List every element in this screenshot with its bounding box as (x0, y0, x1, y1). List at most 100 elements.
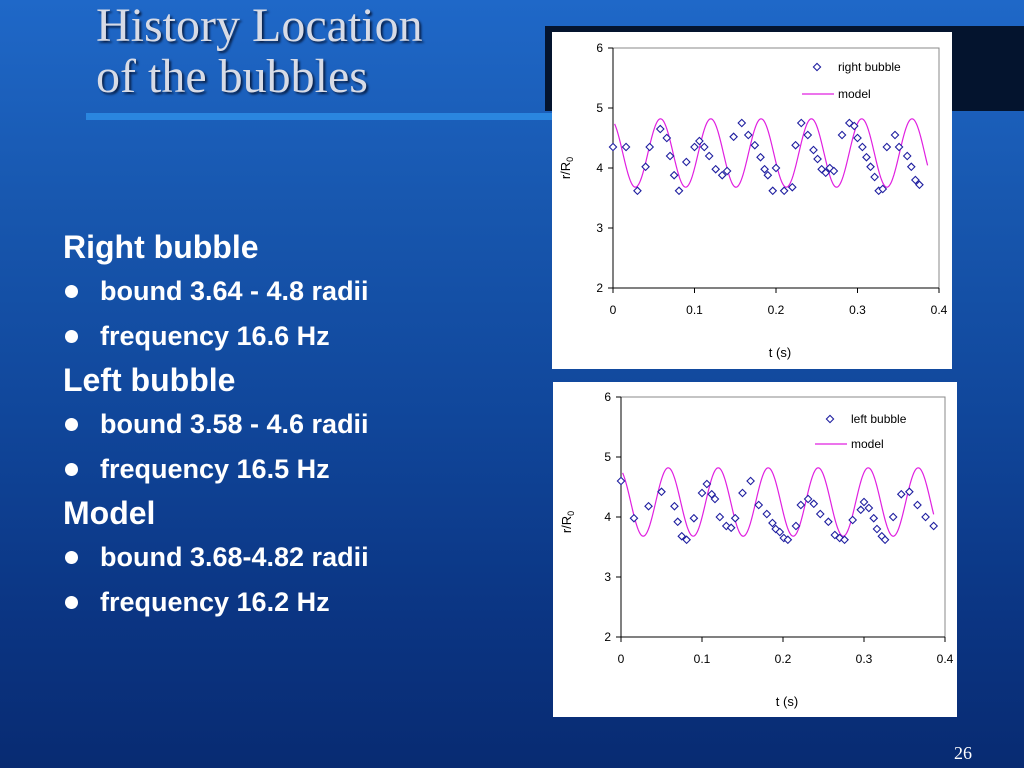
data-point (906, 162, 916, 172)
legend-marker-icon (812, 62, 822, 72)
y-tick-label: 6 (604, 390, 611, 404)
data-point (677, 531, 687, 541)
data-point (815, 509, 825, 519)
data-point (864, 503, 874, 513)
slide-title: History Location of the bubbles (96, 0, 556, 102)
y-axis-label-main: r/R (558, 162, 573, 179)
bullet-group-right-bubble: Right bubble bound 3.64 - 4.8 radii freq… (63, 226, 533, 359)
data-point (699, 142, 709, 152)
data-point (830, 530, 840, 540)
data-point (665, 151, 675, 161)
data-point (655, 124, 665, 134)
title-underline (86, 113, 556, 120)
data-point (670, 501, 679, 511)
bullet-item: bound 3.58 - 4.6 radii (63, 402, 533, 447)
x-tick-label: 0.3 (856, 652, 873, 666)
data-point (888, 512, 898, 522)
bullet-list: Right bubble bound 3.64 - 4.8 radii freq… (63, 226, 533, 625)
data-point (711, 164, 721, 174)
data-point (904, 487, 914, 497)
x-tick-label: 0.4 (931, 303, 948, 317)
data-point (768, 186, 778, 196)
y-tick-label: 5 (596, 101, 603, 115)
data-point (821, 168, 831, 178)
data-point (894, 142, 904, 152)
y-tick-label: 2 (604, 630, 611, 644)
data-point (704, 151, 714, 161)
bullet-dot-icon (65, 596, 78, 609)
x-tick-label: 0.1 (694, 652, 711, 666)
data-point (929, 521, 939, 531)
data-point (722, 166, 732, 176)
x-tick-label: 0.2 (775, 652, 792, 666)
data-point (840, 535, 849, 545)
data-point (726, 523, 736, 533)
data-point (669, 170, 679, 180)
data-point (910, 175, 920, 185)
data-point (825, 163, 835, 173)
x-tick-label: 0.4 (937, 652, 954, 666)
data-point (858, 142, 867, 152)
data-point (717, 170, 727, 180)
bullet-text: bound 3.58 - 4.6 radii (100, 409, 369, 439)
legend-label: model (851, 437, 884, 451)
legend-marker-icon (825, 414, 835, 424)
data-point (697, 488, 707, 498)
data-point (803, 130, 813, 140)
bullet-text: bound 3.68-4.82 radii (100, 542, 369, 572)
data-point (844, 118, 854, 128)
data-point (890, 130, 900, 140)
bullet-item: frequency 16.5 Hz (63, 447, 533, 492)
data-point (787, 182, 797, 192)
data-point (866, 162, 875, 172)
data-point (737, 118, 747, 128)
x-tick-label: 0.1 (686, 303, 703, 317)
legend-label: left bubble (851, 412, 907, 426)
y-tick-label: 3 (596, 221, 603, 235)
bullet-heading: Left bubble (63, 362, 236, 398)
model-series-line (614, 118, 929, 188)
bullet-group-model: Model bound 3.68-4.82 radii frequency 16… (63, 492, 533, 625)
y-tick-label: 4 (596, 161, 603, 175)
data-point (644, 501, 653, 511)
slide-title-line-2: of the bubbles (96, 50, 368, 103)
data-point (768, 518, 777, 528)
bullet-text: frequency 16.6 Hz (100, 321, 330, 351)
data-point (791, 140, 800, 150)
bullet-item: bound 3.64 - 4.8 radii (63, 269, 533, 314)
data-point (674, 186, 684, 196)
data-point (913, 500, 922, 510)
data-point (791, 521, 801, 531)
data-point (682, 535, 691, 545)
data-point (754, 500, 764, 510)
bullet-item: frequency 16.6 Hz (63, 314, 533, 359)
data-point (849, 121, 859, 131)
data-point (779, 186, 789, 196)
y-axis-label: r/R0 (558, 157, 575, 179)
data-point (823, 517, 833, 527)
data-point (775, 527, 785, 537)
data-point (641, 162, 650, 172)
data-point (796, 118, 806, 128)
data-point (645, 142, 655, 152)
data-point (837, 130, 847, 140)
data-point (702, 479, 712, 489)
data-point (915, 180, 924, 190)
data-point (707, 489, 717, 499)
data-point (710, 494, 720, 504)
x-tick-label: 0 (610, 303, 617, 317)
slide-title-line-1: History Location (96, 0, 423, 52)
y-axis-label: r/R0 (559, 511, 576, 533)
data-point (756, 152, 765, 162)
data-point (803, 494, 813, 504)
data-point (872, 524, 882, 534)
data-point (629, 513, 639, 523)
bullet-group-left-bubble: Left bubble bound 3.58 - 4.6 radii frequ… (63, 359, 533, 492)
data-point (760, 164, 769, 174)
bullet-heading: Right bubble (63, 229, 259, 265)
bullet-heading: Model (63, 495, 156, 531)
bullet-item: frequency 16.2 Hz (63, 580, 533, 625)
y-tick-label: 2 (596, 281, 603, 295)
